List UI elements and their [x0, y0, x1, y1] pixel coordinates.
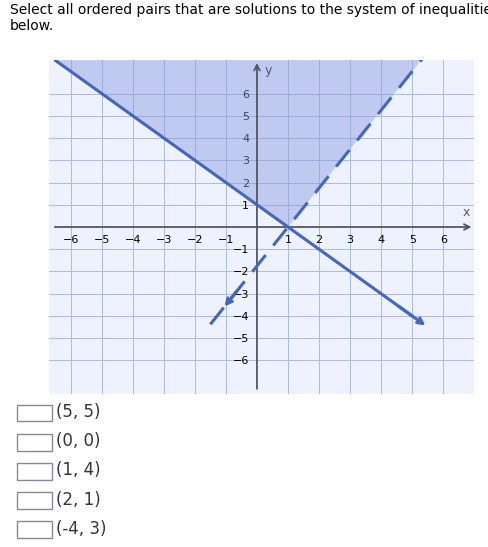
- Text: x: x: [461, 206, 468, 219]
- FancyBboxPatch shape: [17, 492, 52, 509]
- Text: (-4, 3): (-4, 3): [56, 520, 106, 538]
- Text: y: y: [264, 63, 271, 77]
- FancyBboxPatch shape: [17, 521, 52, 538]
- Text: (1, 4): (1, 4): [56, 462, 101, 479]
- Text: (0, 0): (0, 0): [56, 432, 101, 450]
- Polygon shape: [55, 60, 420, 227]
- Text: Select all ordered pairs that are solutions to the system of inequalities graphe: Select all ordered pairs that are soluti…: [10, 3, 488, 33]
- FancyBboxPatch shape: [17, 434, 52, 451]
- FancyBboxPatch shape: [17, 405, 52, 421]
- Text: (2, 1): (2, 1): [56, 491, 101, 509]
- FancyBboxPatch shape: [17, 463, 52, 480]
- Text: (5, 5): (5, 5): [56, 403, 101, 421]
